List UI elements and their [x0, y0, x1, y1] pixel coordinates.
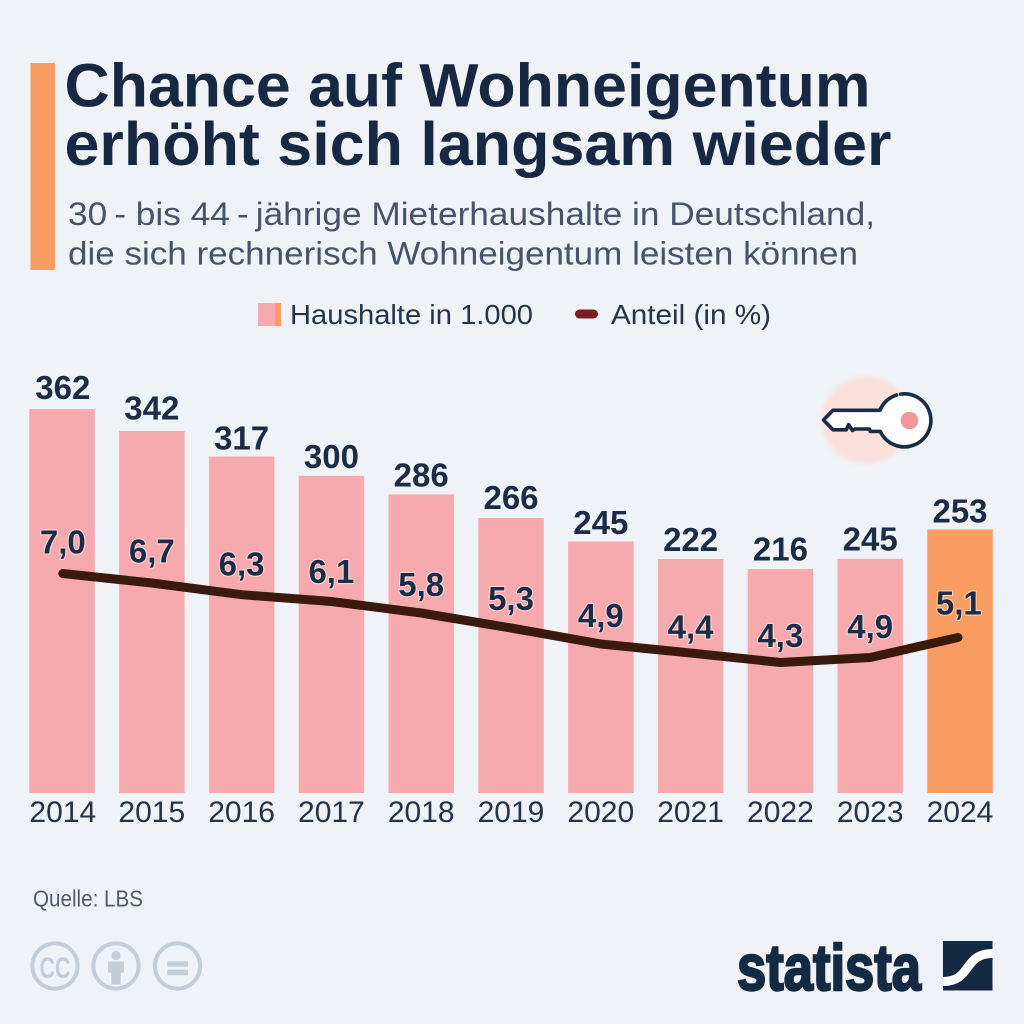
svg-text:2020: 2020 — [567, 796, 634, 829]
svg-text:2018: 2018 — [388, 796, 455, 829]
svg-text:266: 266 — [483, 479, 538, 516]
svg-text:216: 216 — [753, 531, 808, 568]
svg-text:2022: 2022 — [747, 796, 814, 829]
svg-text:245: 245 — [843, 521, 898, 558]
svg-text:30 - bis 44 - jährige Mieterha: 30 - bis 44 - jährige Mieterhaushalte in… — [68, 196, 875, 232]
svg-text:4,3: 4,3 — [757, 617, 803, 654]
svg-text:5,8: 5,8 — [398, 566, 444, 603]
svg-text:2024: 2024 — [927, 796, 994, 829]
svg-text:Quelle: LBS: Quelle: LBS — [33, 886, 143, 912]
svg-text:6,7: 6,7 — [129, 532, 175, 569]
svg-text:2014: 2014 — [29, 796, 96, 829]
svg-text:286: 286 — [394, 456, 449, 493]
svg-text:6,3: 6,3 — [219, 546, 265, 583]
svg-text:Chance auf Wohneigentum: Chance auf Wohneigentum — [65, 52, 871, 121]
svg-text:2016: 2016 — [208, 796, 275, 829]
svg-text:statista: statista — [737, 931, 922, 1004]
svg-text:erhöht sich langsam wieder: erhöht sich langsam wieder — [65, 110, 892, 179]
svg-text:Anteil (in %): Anteil (in %) — [611, 299, 771, 330]
svg-text:342: 342 — [124, 390, 179, 427]
svg-text:5,3: 5,3 — [488, 580, 534, 617]
svg-text:253: 253 — [932, 493, 987, 530]
svg-text:2019: 2019 — [478, 796, 545, 829]
svg-text:4,9: 4,9 — [578, 597, 624, 634]
svg-text:4,4: 4,4 — [668, 609, 715, 646]
svg-text:222: 222 — [663, 521, 718, 558]
svg-text:317: 317 — [214, 420, 269, 457]
svg-text:300: 300 — [304, 438, 359, 475]
svg-text:362: 362 — [35, 369, 90, 406]
svg-text:5,1: 5,1 — [936, 585, 982, 622]
svg-text:Haushalte in 1.000: Haushalte in 1.000 — [290, 299, 533, 330]
svg-text:2015: 2015 — [118, 796, 185, 829]
svg-text:die sich rechnerisch Wohneigen: die sich rechnerisch Wohneigentum leiste… — [68, 235, 858, 271]
svg-text:CC: CC — [40, 952, 71, 985]
svg-text:245: 245 — [573, 504, 628, 541]
svg-text:4,9: 4,9 — [847, 608, 893, 645]
svg-text:7,0: 7,0 — [40, 524, 86, 561]
svg-text:6,1: 6,1 — [308, 553, 354, 590]
svg-text:2021: 2021 — [657, 796, 724, 829]
svg-text:2017: 2017 — [298, 796, 365, 829]
svg-text:2023: 2023 — [837, 796, 904, 829]
